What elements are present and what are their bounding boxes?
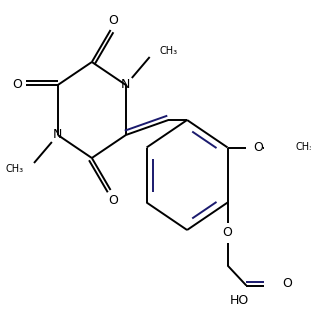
- Text: O: O: [108, 13, 118, 26]
- Text: O: O: [108, 194, 118, 206]
- Text: N: N: [53, 128, 63, 141]
- Text: O: O: [282, 277, 292, 290]
- Text: CH₃: CH₃: [160, 46, 178, 56]
- Text: N: N: [121, 79, 131, 92]
- Text: CH₃: CH₃: [296, 142, 311, 153]
- Text: O: O: [253, 141, 263, 154]
- Text: O: O: [223, 226, 233, 239]
- Text: HO: HO: [230, 294, 249, 307]
- Text: CH₃: CH₃: [6, 164, 24, 174]
- Text: O: O: [12, 79, 22, 92]
